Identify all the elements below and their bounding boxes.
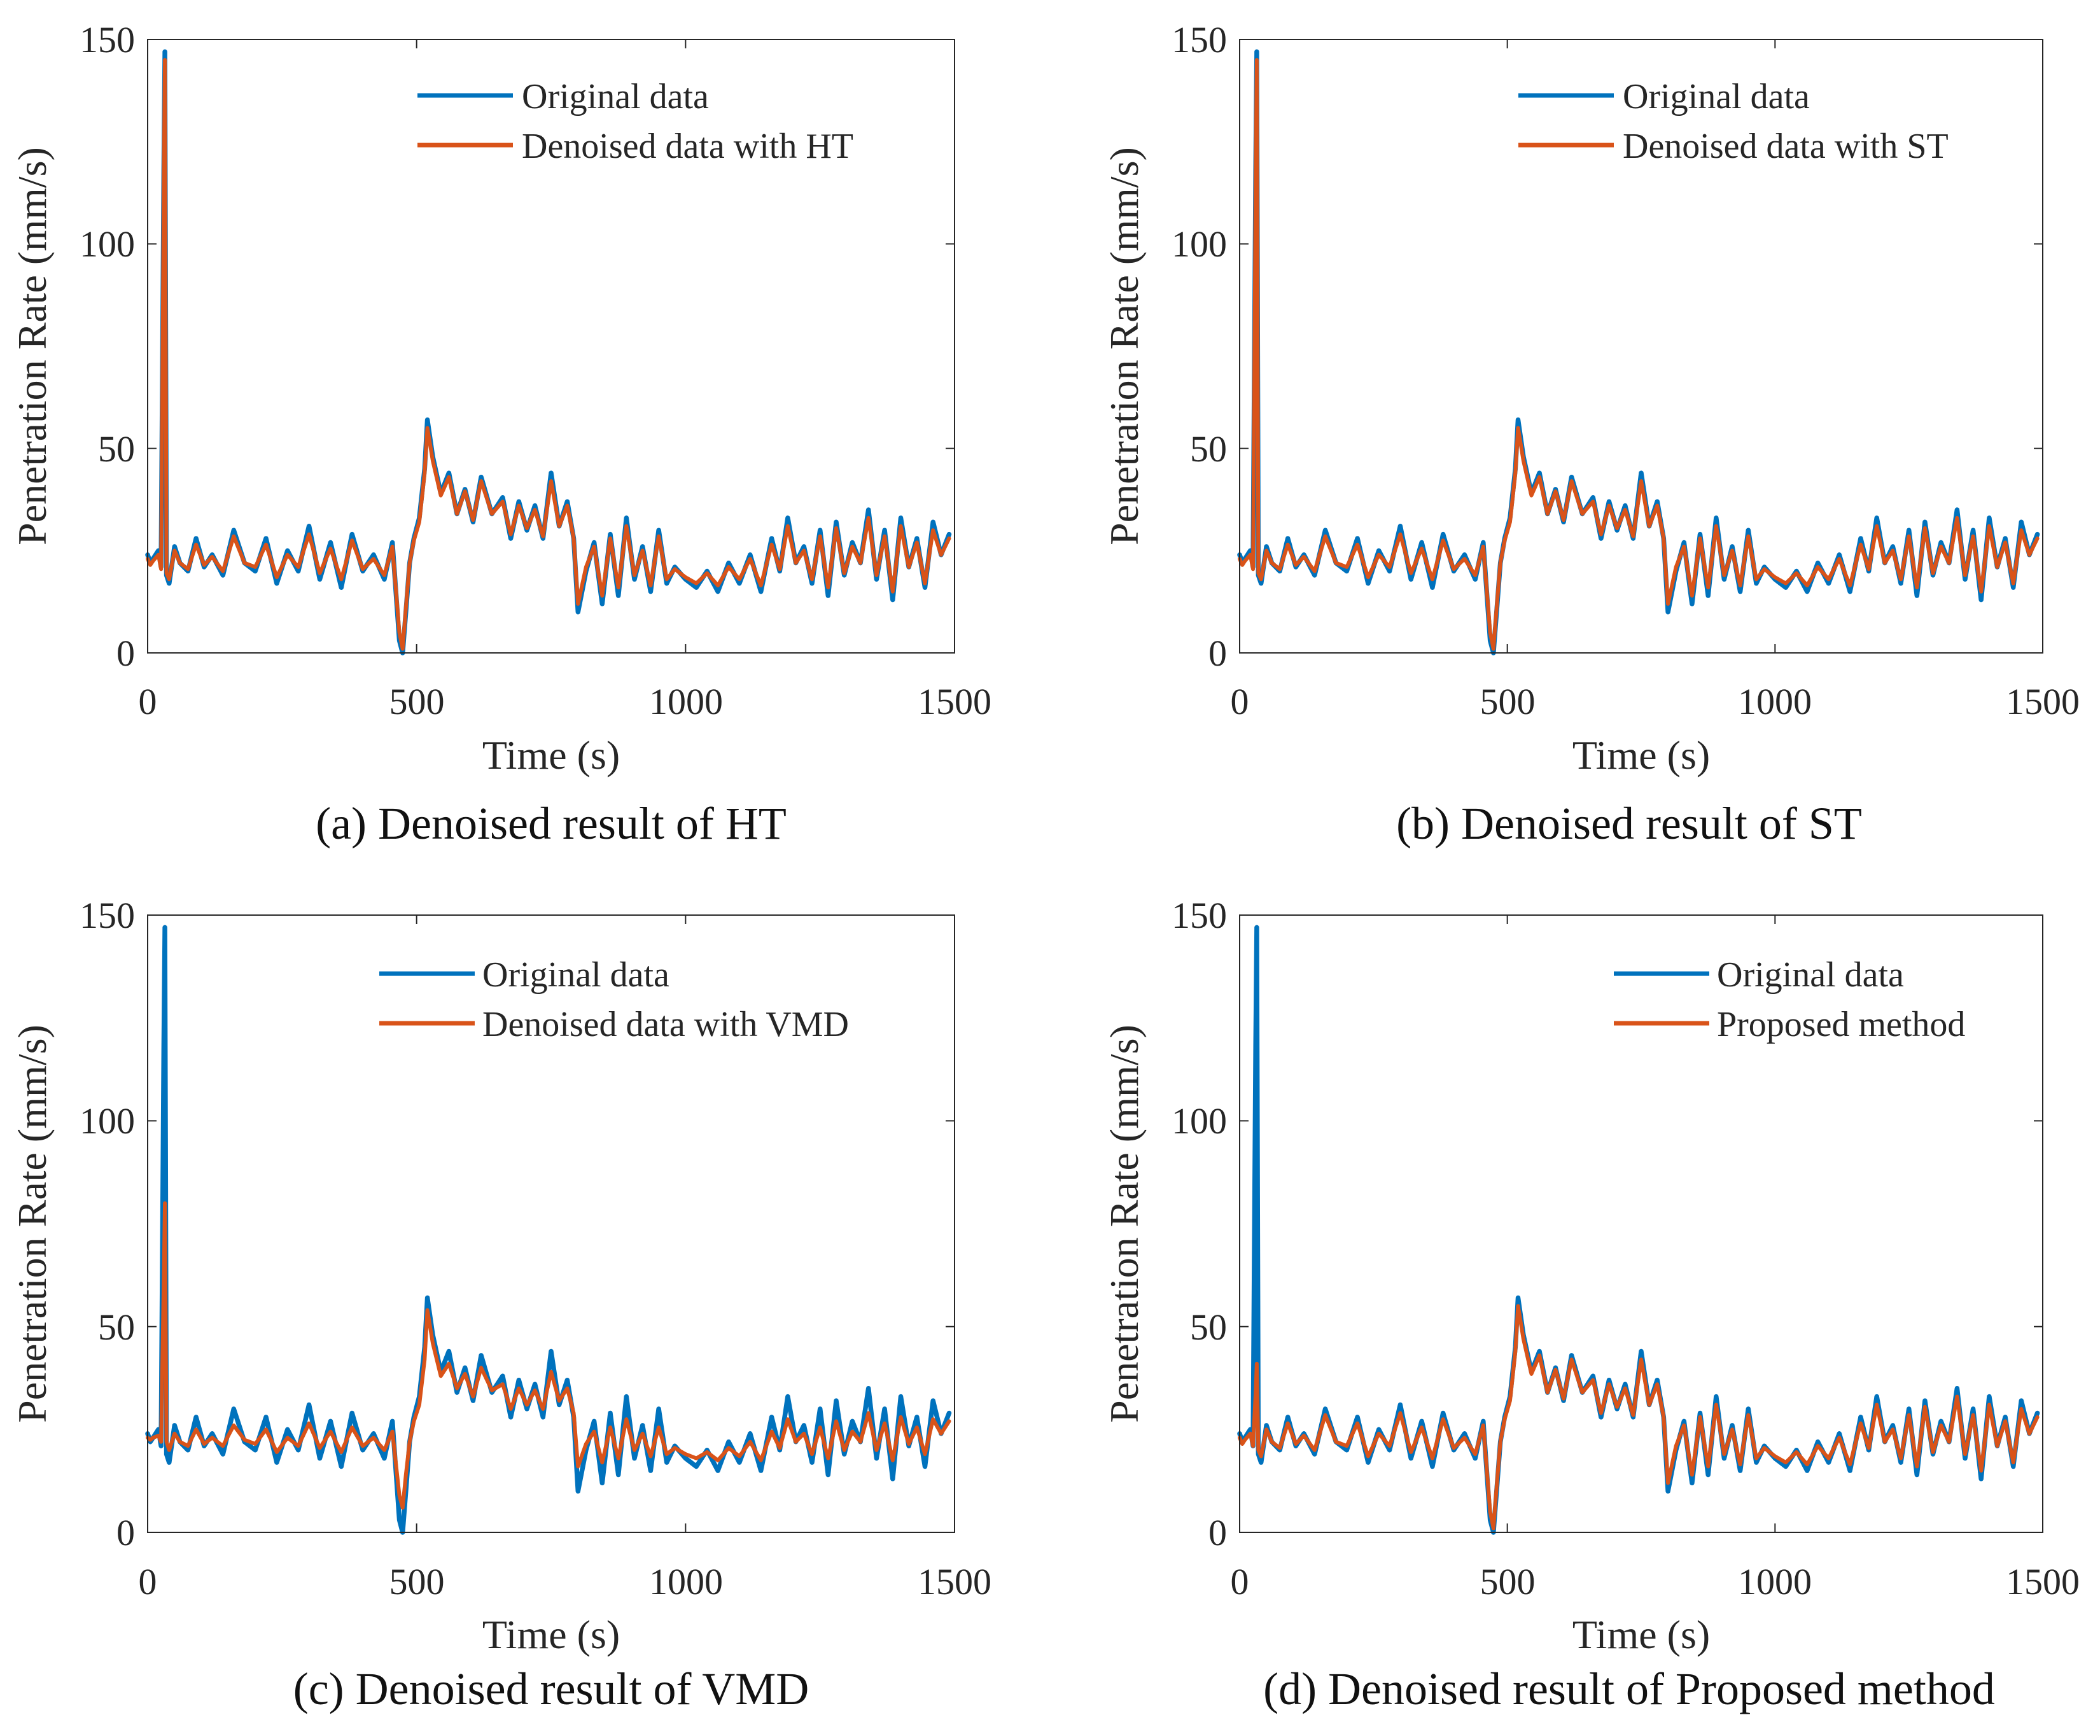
panel-b-ytick-label: 50 xyxy=(1190,428,1227,470)
panel-a-xtick-label: 500 xyxy=(389,681,445,722)
panel-d-legend: Original data Proposed method xyxy=(1614,955,1965,1044)
panel-c-ytick-label: 100 xyxy=(80,1100,135,1142)
panel-d-ytick-label: 0 xyxy=(1208,1512,1227,1553)
panel-c-legend-original-label: Original data xyxy=(482,955,669,995)
panel-d-xtick-label: 500 xyxy=(1480,1561,1536,1602)
panel-b-xtick-label: 1000 xyxy=(1738,681,1812,722)
panel-a-xtick-label: 1000 xyxy=(649,681,723,722)
panel-b-x-axis-label: Time (s) xyxy=(1572,732,1710,778)
panel-a-ytick-label: 50 xyxy=(98,428,135,470)
panel-b-ytick-label: 0 xyxy=(1208,633,1227,674)
panel-c-ytick-label: 0 xyxy=(116,1512,135,1553)
panel-c-x-axis-label: Time (s) xyxy=(482,1612,620,1657)
panel-c-caption: (c) Denoised result of VMD xyxy=(293,1663,809,1714)
panel-a-ytick-label: 0 xyxy=(116,633,135,674)
panel-b-ytick-label: 100 xyxy=(1172,223,1227,265)
panel-c-axes-frame xyxy=(147,914,955,1533)
panel-a-legend: Original data Denoised data with HT xyxy=(417,77,853,166)
panel-d-axes-frame xyxy=(1239,914,2043,1533)
panel-a-caption: (a) Denoised result of HT xyxy=(316,798,787,849)
panel-d-x-axis-label: Time (s) xyxy=(1572,1612,1710,1657)
panel-b-xtick-label: 0 xyxy=(1231,681,1249,722)
panel-d-denoised-data-line xyxy=(1238,1304,2040,1530)
panel-d-xtick-label: 1500 xyxy=(2006,1561,2080,1602)
panel-d-xtick-label: 1000 xyxy=(1738,1561,1812,1602)
panel-b-xtick-label: 500 xyxy=(1480,681,1536,722)
panel-c: 0 500 1000 1500 0 50 100 150 Time (s) Pe… xyxy=(10,895,991,1714)
panel-a-xtick-label: 1500 xyxy=(918,681,991,722)
panel-b-xtick-label: 1500 xyxy=(2006,681,2080,722)
panel-b-caption: (b) Denoised result of ST xyxy=(1396,798,1862,849)
panel-a-legend-denoised-label: Denoised data with HT xyxy=(522,127,853,166)
panel-b-ytick-label: 150 xyxy=(1172,19,1227,60)
panel-d-legend-original-label: Original data xyxy=(1717,955,1904,995)
panel-d-ytick-label: 150 xyxy=(1172,895,1227,936)
panel-b-legend-original-label: Original data xyxy=(1623,77,1810,116)
panel-c-xtick-label: 1000 xyxy=(649,1561,723,1602)
panel-d-xtick-label: 0 xyxy=(1231,1561,1249,1602)
panel-d-legend-denoised-label: Proposed method xyxy=(1717,1005,1965,1044)
panel-d: 0 500 1000 1500 0 50 100 150 Time (s) Pe… xyxy=(1102,895,2080,1714)
panel-a: 0 500 1000 1500 0 50 100 150 Time (s) Pe… xyxy=(10,19,991,849)
panel-a-denoised-data-line xyxy=(146,58,951,651)
panel-d-caption: (d) Denoised result of Proposed method xyxy=(1263,1663,1995,1714)
panel-c-xtick-label: 0 xyxy=(139,1561,157,1602)
panel-c-xtick-label: 500 xyxy=(389,1561,445,1602)
panel-b: 0 500 1000 1500 0 50 100 150 Time (s) Pe… xyxy=(1102,19,2080,849)
panel-b-axes-frame xyxy=(1239,39,2043,654)
panel-b-denoised-data-line xyxy=(1238,58,2040,651)
panel-c-xtick-label: 1500 xyxy=(918,1561,991,1602)
panel-c-ytick-label: 150 xyxy=(80,895,135,936)
panel-d-ytick-label: 50 xyxy=(1190,1306,1227,1348)
panel-a-y-axis-label: Penetration Rate (mm/s) xyxy=(10,147,55,545)
panel-b-legend-denoised-label: Denoised data with ST xyxy=(1623,127,1949,166)
panel-c-y-axis-label: Penetration Rate (mm/s) xyxy=(10,1025,55,1423)
panel-a-x-axis-label: Time (s) xyxy=(482,732,620,778)
panel-d-ytick-label: 100 xyxy=(1172,1100,1227,1142)
panel-b-y-axis-label: Penetration Rate (mm/s) xyxy=(1102,147,1147,545)
panel-a-xtick-label: 0 xyxy=(139,681,157,722)
panel-c-legend: Original data Denoised data with VMD xyxy=(379,955,849,1044)
panel-a-axes-frame xyxy=(147,39,955,654)
panel-a-legend-original-label: Original data xyxy=(522,77,709,116)
panel-c-ytick-label: 50 xyxy=(98,1306,135,1348)
panel-a-ytick-label: 100 xyxy=(80,223,135,265)
panel-c-legend-denoised-label: Denoised data with VMD xyxy=(482,1005,849,1044)
panel-a-ytick-label: 150 xyxy=(80,19,135,60)
panel-b-legend: Original data Denoised data with ST xyxy=(1518,77,1949,166)
panel-c-denoised-data-line xyxy=(146,1201,951,1510)
panel-d-y-axis-label: Penetration Rate (mm/s) xyxy=(1102,1025,1147,1423)
